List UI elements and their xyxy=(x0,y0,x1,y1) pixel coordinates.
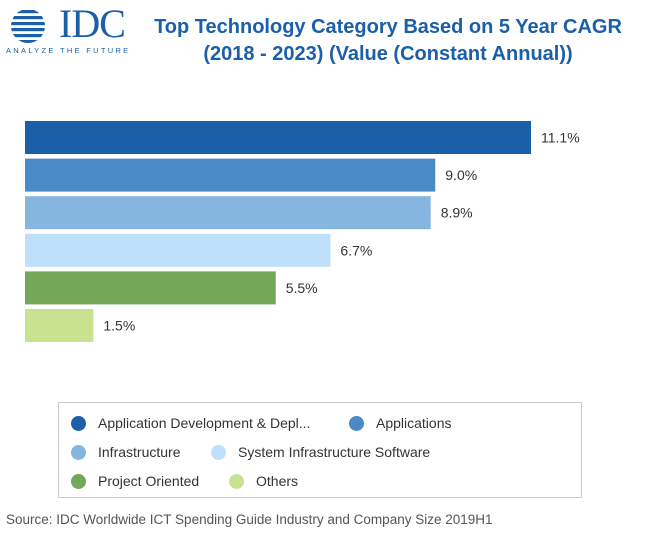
bar xyxy=(25,196,431,230)
chart-title-line-2: (2018 - 2023) (Value (Constant Annual)) xyxy=(203,43,573,65)
legend-swatch xyxy=(71,473,86,489)
legend-item-infrastructure: Infrastructure xyxy=(71,444,180,460)
legend-label: System Infrastructure Software xyxy=(238,444,431,460)
idc-logo: IDC ANALYZE THE FUTURE xyxy=(6,2,134,56)
logo-tagline: ANALYZE THE FUTURE xyxy=(6,46,131,55)
bar xyxy=(25,121,531,154)
bar-value-label: 9.0% xyxy=(445,167,477,183)
bar-value-label: 1.5% xyxy=(103,318,135,334)
legend-swatch xyxy=(211,444,226,460)
bar xyxy=(25,309,94,342)
bar-value-label: 6.7% xyxy=(340,242,372,258)
logo-text: IDC xyxy=(59,1,126,46)
chart-title-line-1: Top Technology Category Based on 5 Year … xyxy=(154,16,622,38)
bar-chart: 11.1% 9.0% 8.9% 6.7% 5.5% 1.5% xyxy=(25,121,580,342)
legend-label: Infrastructure xyxy=(98,444,181,460)
globe-icon xyxy=(11,10,45,43)
chart-legend: Application Development & Depl... Applic… xyxy=(58,402,582,498)
legend-label: Project Oriented xyxy=(98,473,200,489)
bar xyxy=(25,233,331,267)
legend-swatch xyxy=(349,415,364,431)
legend-label: Others xyxy=(256,473,299,489)
legend-item-system-infrastructure-software: System Infrastructure Software xyxy=(211,444,430,460)
legend-item-others: Others xyxy=(229,473,298,489)
bar xyxy=(25,158,436,192)
legend-swatch xyxy=(229,473,244,489)
legend-label: Applications xyxy=(376,415,452,431)
bar-value-label: 5.5% xyxy=(286,280,318,296)
source-note: Source: IDC Worldwide ICT Spending Guide… xyxy=(6,512,493,527)
bar-value-label: 8.9% xyxy=(441,205,473,221)
legend-swatch xyxy=(71,415,86,431)
chart-title: Top Technology Category Based on 5 Year … xyxy=(138,14,638,68)
bar xyxy=(25,271,276,305)
legend-item-project-oriented: Project Oriented xyxy=(71,473,199,489)
bar-value-label: 11.1% xyxy=(541,130,580,146)
legend-item-applications: Applications xyxy=(349,415,452,431)
legend-swatch xyxy=(71,444,86,460)
legend-label: Application Development & Depl... xyxy=(98,415,311,431)
legend-item-application-development: Application Development & Depl... xyxy=(71,415,310,431)
